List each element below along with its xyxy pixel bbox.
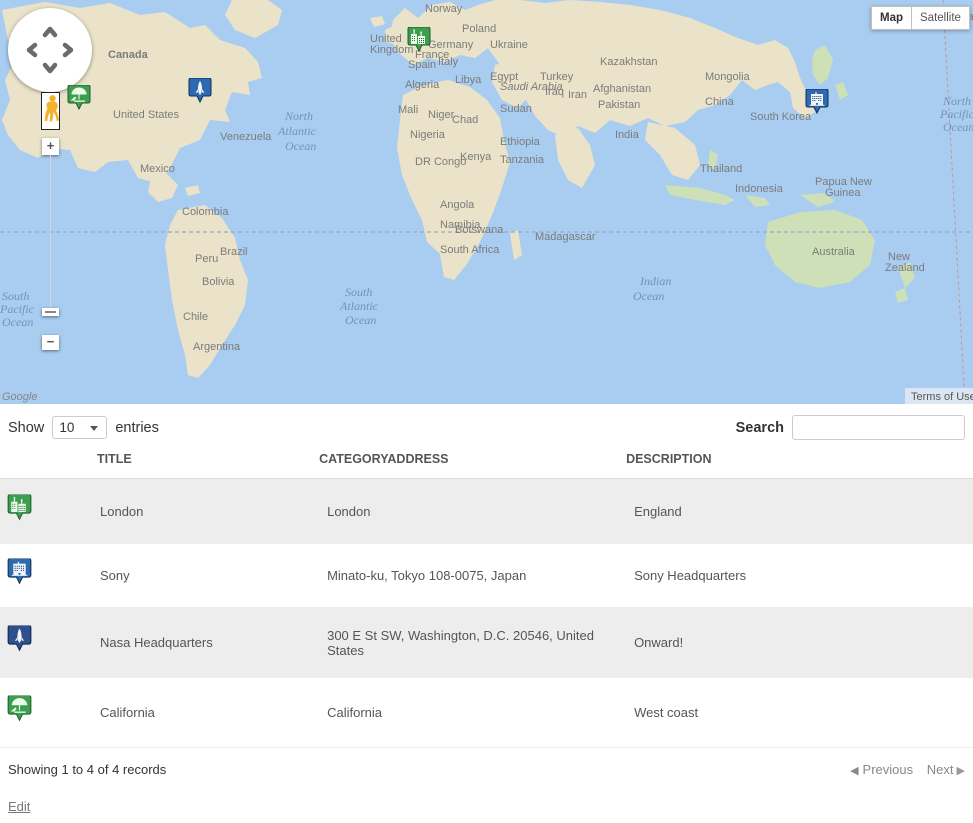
- svg-text:Kazakhstan: Kazakhstan: [600, 56, 657, 68]
- svg-text:Canada: Canada: [108, 49, 149, 61]
- svg-text:Ocean: Ocean: [285, 139, 316, 153]
- svg-text:Mali: Mali: [398, 104, 418, 116]
- svg-text:Pacific: Pacific: [939, 107, 973, 121]
- svg-text:Iran: Iran: [568, 89, 587, 101]
- svg-text:Atlantic: Atlantic: [277, 124, 317, 138]
- svg-text:Bolivia: Bolivia: [202, 276, 235, 288]
- svg-text:Pakistan: Pakistan: [598, 99, 640, 111]
- svg-text:Germany: Germany: [428, 39, 474, 51]
- svg-text:Algeria: Algeria: [405, 79, 440, 91]
- svg-text:Italy: Italy: [438, 56, 459, 68]
- svg-text:Argentina: Argentina: [193, 341, 241, 353]
- svg-text:Tanzania: Tanzania: [500, 154, 545, 166]
- svg-text:Guinea: Guinea: [825, 187, 861, 199]
- svg-text:Nigeria: Nigeria: [410, 129, 446, 141]
- svg-text:Libya: Libya: [455, 74, 482, 86]
- svg-text:Venezuela: Venezuela: [220, 131, 272, 143]
- svg-text:Turkey: Turkey: [540, 71, 574, 83]
- svg-text:Sudan: Sudan: [500, 103, 532, 115]
- svg-text:Iraq: Iraq: [545, 86, 564, 98]
- svg-text:China: China: [705, 96, 735, 108]
- svg-text:Afghanistan: Afghanistan: [593, 83, 651, 95]
- svg-text:Pacific: Pacific: [0, 302, 35, 316]
- svg-text:Mexico: Mexico: [140, 163, 175, 175]
- svg-text:Ukraine: Ukraine: [490, 39, 528, 51]
- svg-text:Botswana: Botswana: [455, 224, 504, 236]
- svg-text:United States: United States: [113, 109, 180, 121]
- svg-text:Colombia: Colombia: [182, 206, 229, 218]
- svg-text:Peru: Peru: [195, 253, 218, 265]
- svg-text:Mongolia: Mongolia: [705, 71, 751, 83]
- svg-text:Brazil: Brazil: [220, 246, 248, 258]
- svg-text:DR Congo: DR Congo: [415, 156, 466, 168]
- svg-text:Australia: Australia: [812, 246, 856, 258]
- svg-text:Niger: Niger: [428, 109, 455, 121]
- svg-text:Poland: Poland: [462, 23, 496, 35]
- svg-text:Ocean: Ocean: [943, 120, 973, 134]
- svg-text:Terms of Use: Terms of Use: [911, 391, 973, 403]
- svg-text:Ocean: Ocean: [345, 313, 376, 327]
- svg-text:Madagascar: Madagascar: [535, 231, 596, 243]
- svg-text:South: South: [345, 285, 372, 299]
- svg-text:Indian: Indian: [639, 274, 671, 288]
- svg-text:India: India: [615, 129, 640, 141]
- svg-text:Chad: Chad: [452, 114, 478, 126]
- svg-text:Angola: Angola: [440, 199, 475, 211]
- svg-text:Kenya: Kenya: [460, 151, 492, 163]
- svg-text:Spain: Spain: [408, 59, 436, 71]
- svg-text:Norway: Norway: [425, 3, 463, 15]
- svg-text:South: South: [2, 289, 29, 303]
- svg-text:Google: Google: [2, 391, 37, 403]
- svg-text:North: North: [942, 94, 971, 108]
- svg-text:Thailand: Thailand: [700, 163, 742, 175]
- svg-text:Chile: Chile: [183, 311, 208, 323]
- svg-text:Ethiopia: Ethiopia: [500, 136, 541, 148]
- svg-text:Zealand: Zealand: [885, 262, 925, 274]
- svg-text:North: North: [284, 109, 313, 123]
- svg-text:Atlantic: Atlantic: [339, 299, 379, 313]
- svg-text:Ocean: Ocean: [633, 289, 664, 303]
- svg-text:Ocean: Ocean: [2, 315, 33, 329]
- svg-text:Indonesia: Indonesia: [735, 183, 784, 195]
- svg-text:South Korea: South Korea: [750, 111, 812, 123]
- svg-text:South Africa: South Africa: [440, 244, 500, 256]
